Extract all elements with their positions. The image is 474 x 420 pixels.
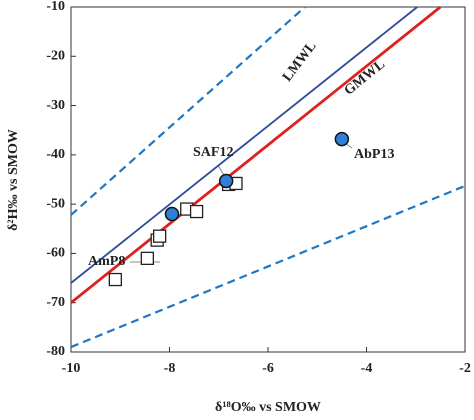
water-line <box>70 5 442 304</box>
sample-point <box>334 131 350 147</box>
sample-square <box>189 204 204 219</box>
line-label: GMWL <box>342 57 388 99</box>
water-line <box>70 6 418 284</box>
y-tick-label: -80 <box>46 344 65 359</box>
line-label: LMWL <box>280 39 320 85</box>
point-label: AbP13 <box>354 147 394 162</box>
point-label: SAF12 <box>193 145 233 160</box>
x-tick-label: -6 <box>262 361 274 376</box>
x-tick-label: -10 <box>62 361 81 376</box>
y-tick-label: -70 <box>46 295 65 310</box>
y-tick-label: -60 <box>46 246 65 261</box>
sample-square <box>152 229 167 243</box>
y-tick-label: -30 <box>46 98 65 113</box>
point-label: AmP8 <box>88 254 125 269</box>
band-line <box>70 6 306 216</box>
y-tick-label: -20 <box>46 49 65 64</box>
band-line <box>70 184 466 349</box>
plot-frame <box>70 6 466 353</box>
y-tick-label: -10 <box>46 0 65 14</box>
sample-point <box>218 173 234 189</box>
x-tick-label: -2 <box>459 361 471 376</box>
x-axis-label: δ¹⁸O‰ vs SMOW <box>215 400 321 415</box>
sample-square <box>140 251 154 266</box>
x-tick-label: -4 <box>361 361 373 376</box>
y-tick-label: -40 <box>46 147 65 162</box>
y-tick-label: -50 <box>46 196 65 211</box>
sample-point <box>164 206 180 222</box>
x-tick-label: -8 <box>164 361 176 376</box>
sample-square <box>108 272 122 287</box>
y-axis-label: δ²H‰ vs SMOW <box>6 129 21 231</box>
